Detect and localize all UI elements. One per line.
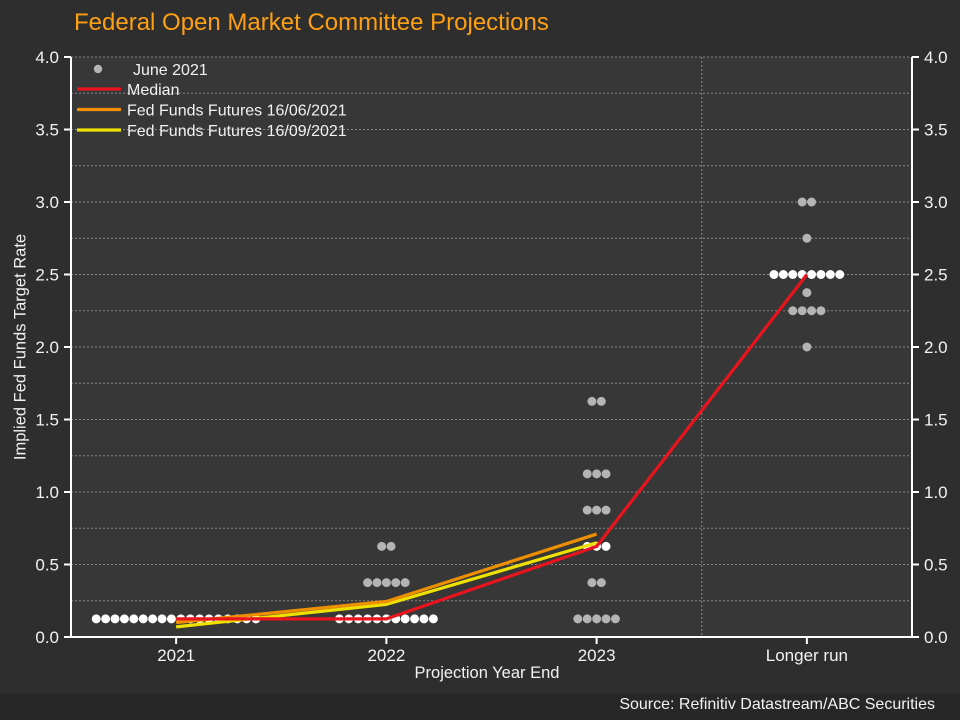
y-tick-label: 1.5 <box>35 411 59 430</box>
fomc-dot <box>582 614 592 624</box>
fomc-dot <box>377 541 387 551</box>
fomc-dot <box>582 469 592 479</box>
y-tick-label: 1.0 <box>924 483 948 502</box>
fomc-dot <box>610 614 620 624</box>
fomc-dot <box>400 614 410 624</box>
fomc-dot <box>363 578 373 588</box>
fomc-dot <box>778 270 788 279</box>
fomc-dot <box>816 270 826 279</box>
fomc-dot <box>148 614 158 624</box>
fomc-dot <box>110 614 120 624</box>
fomc-dot <box>797 197 807 207</box>
legend-dot-swatch <box>93 64 103 74</box>
fomc-dot <box>601 541 611 551</box>
x-tick-label: 2021 <box>157 646 195 665</box>
fomc-dot <box>835 270 845 279</box>
y-tick-label: 1.5 <box>924 411 948 430</box>
fomc-dot <box>807 306 817 316</box>
y-tick-label: 2.5 <box>924 266 948 285</box>
fomc-dot <box>166 614 176 624</box>
fomc-dot <box>592 469 602 479</box>
fomc-dot <box>788 306 798 316</box>
fomc-dot <box>596 578 606 588</box>
legend-label: Median <box>127 82 179 99</box>
fomc-dot <box>129 614 139 624</box>
y-tick-label: 0.0 <box>924 628 948 647</box>
fomc-dot <box>410 614 420 624</box>
chart-title: Federal Open Market Committee Projection… <box>74 9 549 36</box>
y-axis-title: Implied Fed Funds Target Rate <box>11 233 30 461</box>
fomc-dot <box>119 614 129 624</box>
fomc-dot <box>769 270 779 279</box>
fomc-dot <box>587 396 597 406</box>
fomc-dot <box>601 614 611 624</box>
fomc-dot <box>816 306 826 316</box>
fomc-dot <box>91 614 101 624</box>
fomc-dot <box>807 197 817 207</box>
legend-label: Fed Funds Futures 16/09/2021 <box>127 123 347 140</box>
fomc-dot <box>386 541 396 551</box>
y-tick-label: 3.5 <box>924 121 948 140</box>
source-credit: Source: Refinitiv Datastream/ABC Securit… <box>619 696 935 713</box>
y-tick-label: 3.5 <box>35 121 59 140</box>
y-tick-label: 2.0 <box>924 338 948 357</box>
y-tick-label: 0.0 <box>35 628 59 647</box>
fomc-dot <box>587 578 597 588</box>
fomc-dot <box>157 614 167 624</box>
fomc-dot <box>391 578 401 588</box>
median-line <box>176 273 809 621</box>
y-tick-label: 2.0 <box>35 338 59 357</box>
fomc-dot <box>428 614 438 624</box>
fomc-dot <box>601 505 611 515</box>
fomc-dot <box>573 614 583 624</box>
legend-label: Fed Funds Futures 16/06/2021 <box>127 103 347 120</box>
y-tick-label: 3.0 <box>924 193 948 212</box>
y-tick-label: 0.5 <box>35 556 59 575</box>
fomc-dot <box>802 342 812 352</box>
fomc-dot <box>802 288 812 298</box>
y-tick-label: 0.5 <box>924 556 948 575</box>
fomc-dot <box>101 614 111 624</box>
x-axis-title: Projection Year End <box>414 664 560 682</box>
fomc-dot <box>601 469 611 479</box>
fomc-dot <box>372 578 382 588</box>
y-tick-label: 4.0 <box>924 48 948 67</box>
x-tick-label: 2023 <box>578 646 616 665</box>
y-tick-label: 4.0 <box>35 48 59 67</box>
fomc-dot <box>797 306 807 316</box>
futures-line <box>175 532 598 625</box>
y-tick-label: 1.0 <box>35 483 59 502</box>
fomc-dot <box>582 505 592 515</box>
x-tick-label: 2022 <box>367 646 405 665</box>
fomc-dot <box>596 396 606 406</box>
y-tick-label: 2.5 <box>35 266 59 285</box>
fomc-dot <box>381 578 391 588</box>
fomc-dot <box>788 270 798 279</box>
fomc-dot <box>807 270 817 279</box>
fomc-dot <box>802 233 812 243</box>
y-tick-label: 3.0 <box>35 193 59 212</box>
x-tick-label: Longer run <box>766 646 848 665</box>
fomc-dot <box>825 270 835 279</box>
fomc-dot <box>419 614 429 624</box>
source-strip <box>0 693 960 720</box>
legend-label: June 2021 <box>133 62 208 79</box>
fomc-dot <box>400 578 410 588</box>
fomc-dot <box>592 505 602 515</box>
fomc-dot <box>138 614 148 624</box>
fomc-dot <box>592 614 602 624</box>
